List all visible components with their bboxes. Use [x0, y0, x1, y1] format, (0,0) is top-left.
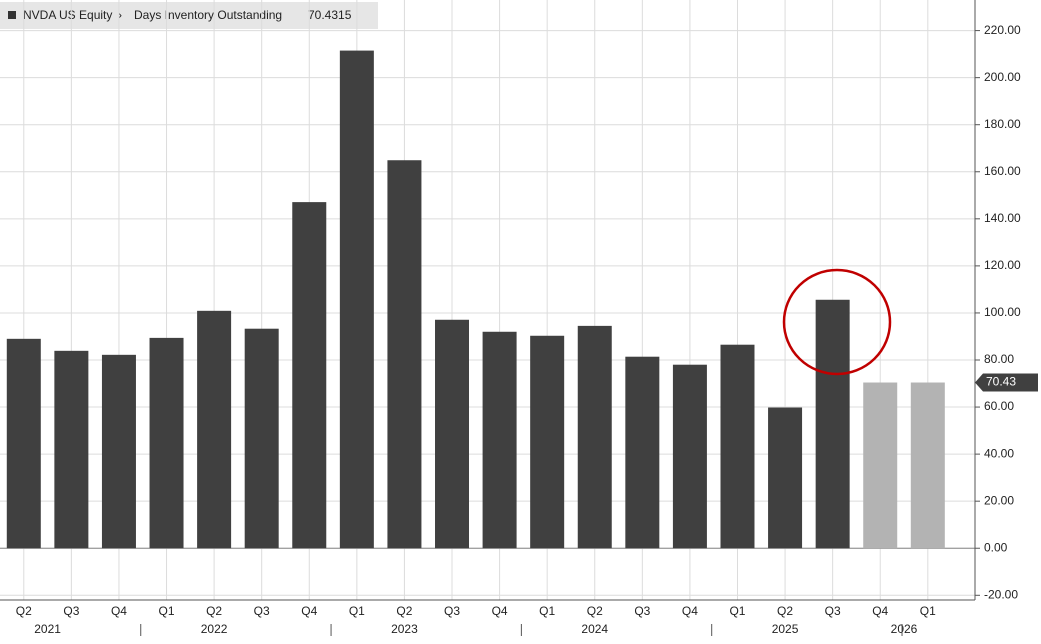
x-tick-label: Q4 [872, 604, 888, 618]
legend-swatch [8, 11, 16, 19]
x-tick-label: Q1 [729, 604, 745, 618]
x-tick-label: Q4 [111, 604, 127, 618]
bar [482, 331, 517, 549]
x-tick-label: Q1 [159, 604, 175, 618]
bar [577, 325, 612, 549]
bar [197, 310, 232, 549]
y-tick-label: 0.00 [984, 540, 1008, 554]
y-tick-label: 40.00 [984, 446, 1014, 460]
y-tick-label: 180.00 [984, 117, 1021, 131]
y-tick-label: 20.00 [984, 493, 1014, 507]
year-label: 2021 [34, 622, 61, 636]
year-label: 2026 [891, 622, 918, 636]
bar [292, 202, 327, 549]
x-tick-label: Q3 [444, 604, 460, 618]
bar [815, 299, 850, 549]
bar [101, 354, 136, 549]
x-tick-label: Q4 [682, 604, 698, 618]
y-tick-label: 100.00 [984, 305, 1021, 319]
bar [435, 319, 470, 549]
year-label: 2024 [581, 622, 608, 636]
x-tick-label: Q2 [396, 604, 412, 618]
current-value-label: 70.43 [986, 375, 1016, 389]
x-tick-label: Q4 [492, 604, 508, 618]
y-tick-label: 120.00 [984, 258, 1021, 272]
bar [625, 356, 660, 549]
current-value-tag [975, 373, 1038, 392]
x-tick-label: Q2 [16, 604, 32, 618]
chart-subtitle: Days Inventory Outstanding [134, 8, 282, 22]
y-tick-label: 60.00 [984, 399, 1014, 413]
bar [768, 407, 803, 549]
header-value: 70.4315 [308, 8, 352, 22]
y-tick-label: 140.00 [984, 211, 1021, 225]
separator: › [118, 8, 122, 22]
x-tick-label: Q4 [301, 604, 317, 618]
bar [530, 335, 565, 549]
bar [863, 382, 898, 549]
y-tick-label: -20.00 [984, 587, 1018, 601]
highlight-circle [782, 268, 892, 376]
x-tick-label: Q3 [825, 604, 841, 618]
y-tick-label: 200.00 [984, 70, 1021, 84]
x-tick-label: Q3 [634, 604, 650, 618]
y-tick-label: 220.00 [984, 23, 1021, 37]
year-label: 2025 [772, 622, 799, 636]
y-tick-label: 80.00 [984, 352, 1014, 366]
year-label: 2023 [391, 622, 418, 636]
x-tick-label: Q2 [777, 604, 793, 618]
x-tick-label: Q1 [539, 604, 555, 618]
y-tick-label: 160.00 [984, 164, 1021, 178]
bar [387, 160, 422, 549]
x-tick-label: Q3 [63, 604, 79, 618]
x-tick-label: Q2 [206, 604, 222, 618]
bar [6, 338, 41, 549]
x-tick-label: Q2 [587, 604, 603, 618]
x-tick-label: Q1 [349, 604, 365, 618]
bar [720, 344, 755, 549]
header-box [0, 2, 378, 29]
bar [910, 382, 945, 549]
bar [149, 337, 184, 549]
chart-title: NVDA US Equity [23, 8, 112, 22]
bar [244, 328, 279, 549]
year-label: 2022 [201, 622, 228, 636]
x-tick-label: Q1 [920, 604, 936, 618]
bar [54, 350, 89, 549]
bar [672, 364, 707, 549]
bar [339, 50, 374, 549]
x-tick-label: Q3 [254, 604, 270, 618]
